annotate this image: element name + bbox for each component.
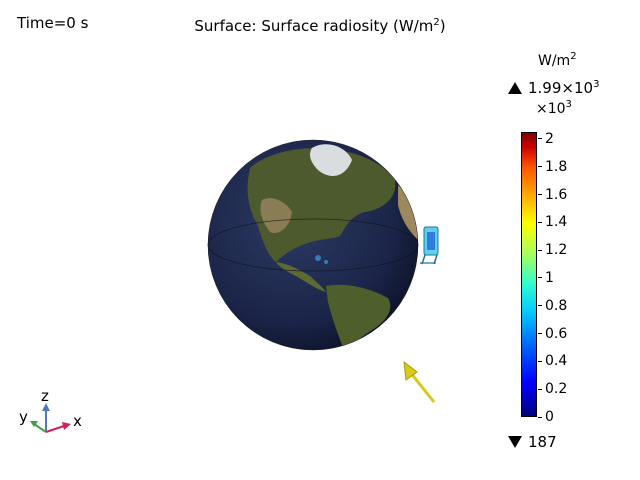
axis-label-z: z xyxy=(41,388,49,405)
earth-globe xyxy=(207,139,419,351)
legend-min-value: 187 xyxy=(528,433,557,451)
color-bar-tick: 0.6 xyxy=(538,326,567,342)
axis-orientation-triad: z y x xyxy=(19,388,82,433)
legend-max: 1.99×103 xyxy=(508,79,599,97)
color-bar-tick: 2 xyxy=(538,131,554,147)
color-bar-tick: 1.2 xyxy=(538,242,567,258)
min-triangle-icon xyxy=(508,436,522,448)
color-bar-tick: 0.2 xyxy=(538,381,567,397)
color-bar-tick: 1.4 xyxy=(538,214,567,230)
color-bar-tick: 1.8 xyxy=(538,159,567,175)
radiation-direction-arrow-icon xyxy=(403,360,436,403)
time-label: Time=0 s xyxy=(17,14,89,32)
plot-title-prefix: Surface: xyxy=(194,17,257,35)
axis-label-y: y xyxy=(19,408,28,426)
color-bar-ticks: 2 1.8 1.6 1.4 1.2 1 0.8 0.6 0.4 0.2 0 xyxy=(538,131,578,425)
color-bar-tick: 0 xyxy=(538,409,554,425)
legend-max-value: 1.99×103 xyxy=(528,79,600,97)
color-bar-tick: 0.4 xyxy=(538,353,567,369)
color-bar-tick: 0.8 xyxy=(538,298,567,314)
satellite-icon xyxy=(420,226,439,265)
color-bar-tick: 1.6 xyxy=(538,187,567,203)
max-triangle-icon xyxy=(508,82,522,94)
legend-multiplier: ×103 xyxy=(536,99,572,118)
axis-label-x: x xyxy=(73,412,82,430)
color-bar-tick: 1 xyxy=(538,270,554,286)
color-bar xyxy=(521,132,537,417)
plot-title: Surface: Surface radiosity (W/m2) xyxy=(0,17,640,35)
legend-unit: W/m2 xyxy=(538,51,577,70)
legend-min: 187 xyxy=(508,433,557,451)
plot-title-text: Surface radiosity (W/m2) xyxy=(261,17,446,35)
